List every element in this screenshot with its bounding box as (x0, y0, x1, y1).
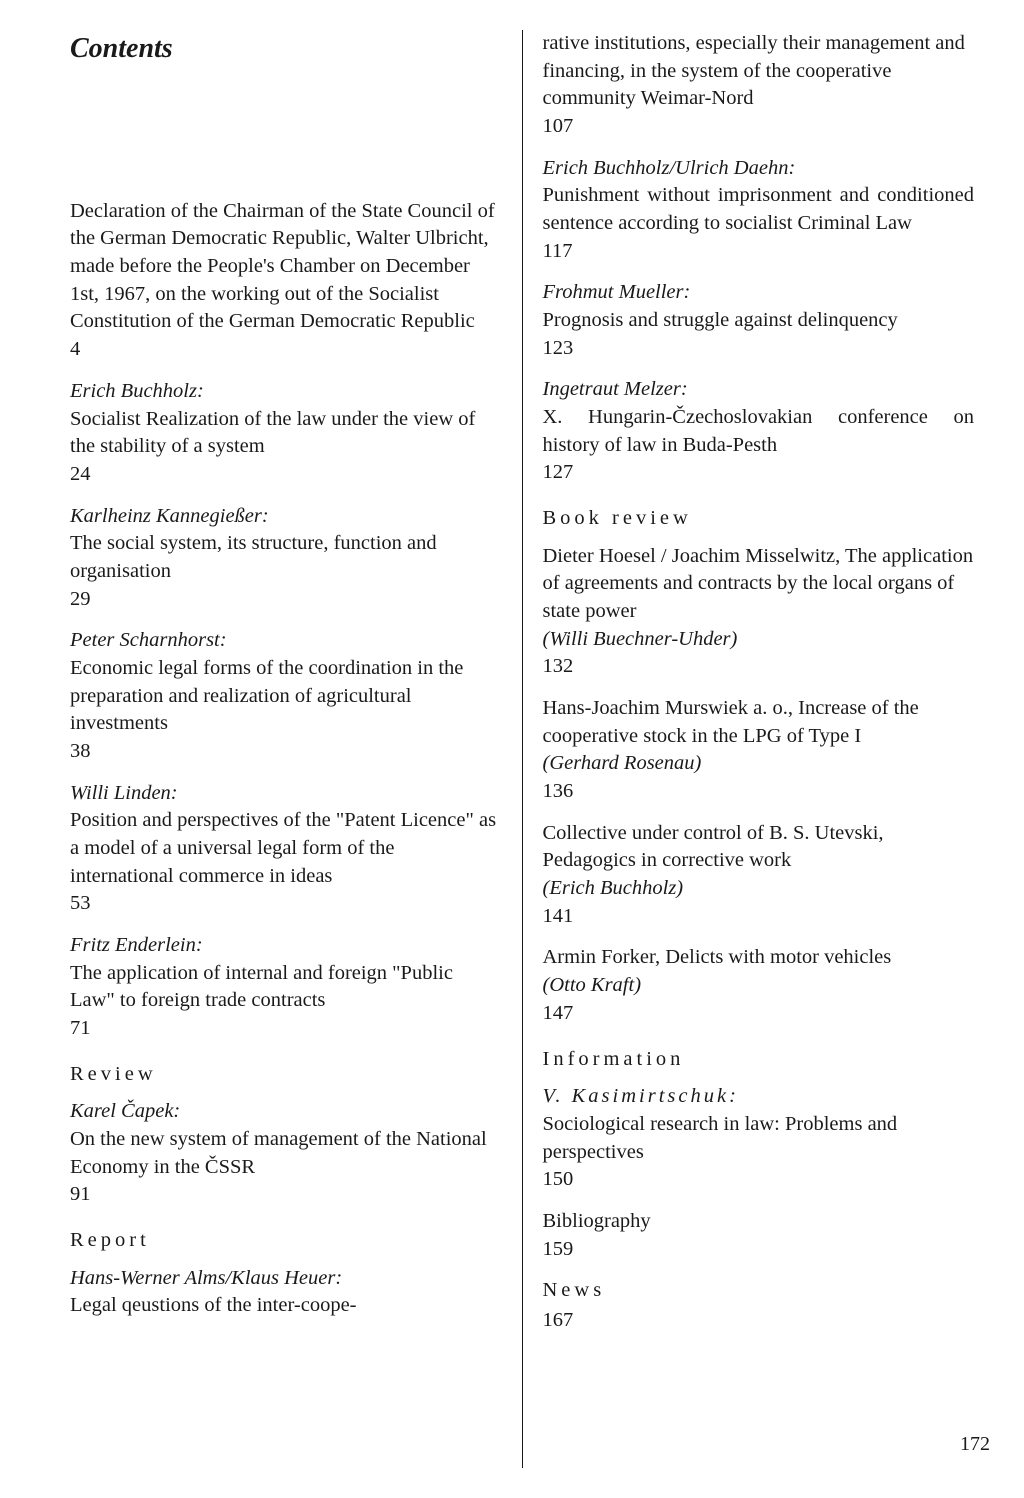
entry-author: Peter Scharnhorst: (70, 627, 502, 655)
entry-title: Socialist Realization of the law under t… (70, 406, 502, 461)
news-section-heading: News (543, 1277, 975, 1305)
entry-author: Willi Linden: (70, 780, 502, 808)
page-number: 172 (960, 1433, 990, 1456)
information-section-heading: Information (543, 1046, 975, 1074)
toc-entry: Hans-Werner Alms/Klaus Heuer: Legal qeus… (70, 1265, 502, 1320)
book-review-entry: Collective under control of B. S. Utevsk… (543, 820, 975, 931)
toc-entry: Declaration of the Chairman of the State… (70, 198, 502, 364)
book-review-entry: Armin Forker, Delicts with motor vehicle… (543, 944, 975, 1027)
entry-author: Karlheinz Kannegießer: (70, 503, 502, 531)
entry-title: Collective under control of B. S. Utevsk… (543, 820, 975, 875)
entry-page: 38 (70, 738, 502, 766)
entry-page: 132 (543, 653, 975, 681)
toc-entry: Frohmut Mueller: Prognosis and struggle … (543, 279, 975, 362)
entry-title: The application of internal and foreign … (70, 960, 502, 1015)
toc-entry: Willi Linden: Position and perspectives … (70, 780, 502, 918)
book-review-entry: Dieter Hoesel / Joachim Misselwitz, The … (543, 543, 975, 681)
entry-title: Armin Forker, Delicts with motor vehicle… (543, 944, 975, 972)
entry-page: 141 (543, 903, 975, 931)
entry-page: 71 (70, 1015, 502, 1043)
entry-title: Bibliography (543, 1208, 975, 1236)
contents-page: Contents Declaration of the Chairman of … (70, 30, 974, 1468)
entry-page: 29 (70, 586, 502, 614)
entry-title: Position and perspectives of the "Patent… (70, 807, 502, 890)
entry-author: Erich Buchholz/Ulrich Daehn: (543, 155, 975, 183)
toc-entry-continuation: rative institutions, especially their ma… (543, 30, 975, 141)
review-section-heading: Review (70, 1061, 502, 1089)
entry-page: 167 (543, 1307, 975, 1335)
entry-page: 53 (70, 890, 502, 918)
entry-reviewer: (Otto Kraft) (543, 972, 975, 1000)
book-review-section-heading: Book review (543, 505, 975, 533)
toc-entry: V. Kasimirtschuk: Sociological research … (543, 1083, 975, 1194)
entry-title: Sociological research in law: Problems a… (543, 1111, 975, 1166)
entry-page: 136 (543, 778, 975, 806)
entry-title: The social system, its structure, functi… (70, 530, 502, 585)
toc-entry: Fritz Enderlein: The application of inte… (70, 932, 502, 1043)
entry-author: Ingetraut Melzer: (543, 376, 975, 404)
entry-page: 107 (543, 113, 975, 141)
entry-author: Frohmut Mueller: (543, 279, 975, 307)
bibliography-entry: Bibliography 159 (543, 1208, 975, 1263)
entry-title: Economic legal forms of the coordination… (70, 655, 502, 738)
entry-author: V. Kasimirtschuk: (543, 1083, 975, 1111)
entry-page: 91 (70, 1181, 502, 1209)
left-column: Contents Declaration of the Chairman of … (70, 30, 522, 1468)
entry-reviewer: (Gerhard Rosenau) (543, 750, 975, 778)
entry-page: 4 (70, 336, 502, 364)
entry-page: 159 (543, 1236, 975, 1264)
entry-page: 147 (543, 1000, 975, 1028)
report-section-heading: Report (70, 1227, 502, 1255)
entry-title: On the new system of management of the N… (70, 1126, 502, 1181)
entry-page: 24 (70, 461, 502, 489)
entry-author: Fritz Enderlein: (70, 932, 502, 960)
entry-author: Erich Buchholz: (70, 378, 502, 406)
toc-entry: Ingetraut Melzer: X. Hungarin-Čzechoslov… (543, 376, 975, 487)
toc-entry: Karel Čapek: On the new system of manage… (70, 1098, 502, 1209)
toc-entry: Peter Scharnhorst: Economic legal forms … (70, 627, 502, 765)
entry-page: 127 (543, 459, 975, 487)
entry-title: Prognosis and struggle against delinquen… (543, 307, 975, 335)
right-column: rative institutions, especially their ma… (522, 30, 975, 1468)
entry-title: Dieter Hoesel / Joachim Misselwitz, The … (543, 543, 975, 626)
entry-title-fragment: Legal qeustions of the inter-coope- (70, 1292, 502, 1320)
entry-title: Punishment without imprisonment and cond… (543, 182, 975, 237)
toc-entry: Erich Buchholz/Ulrich Daehn: Punishment … (543, 155, 975, 266)
entry-page: 117 (543, 238, 975, 266)
entry-reviewer: (Erich Buchholz) (543, 875, 975, 903)
entry-title: Hans-Joachim Murswiek a. o., Increase of… (543, 695, 975, 750)
entry-author: Karel Čapek: (70, 1098, 502, 1126)
news-entry: News 167 (543, 1277, 975, 1334)
entry-page: 123 (543, 335, 975, 363)
entry-author: Hans-Werner Alms/Klaus Heuer: (70, 1265, 502, 1293)
book-review-entry: Hans-Joachim Murswiek a. o., Increase of… (543, 695, 975, 806)
entry-title: rative institutions, especially their ma… (543, 30, 975, 113)
entry-page: 150 (543, 1166, 975, 1194)
contents-heading: Contents (70, 30, 502, 68)
toc-entry: Erich Buchholz: Socialist Realization of… (70, 378, 502, 489)
toc-entry: Karlheinz Kannegießer: The social system… (70, 503, 502, 614)
entry-reviewer: (Willi Buechner-Uhder) (543, 626, 975, 654)
entry-title: X. Hungarin-Čzechoslovakian conference o… (543, 404, 975, 459)
entry-title: Declaration of the Chairman of the State… (70, 198, 502, 336)
